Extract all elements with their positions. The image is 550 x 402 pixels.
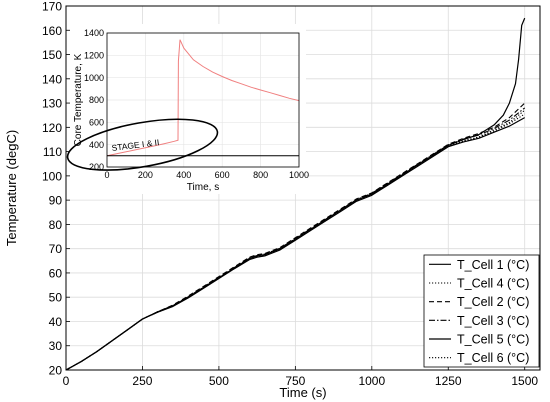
main-y-tick-label: 40 [49, 315, 63, 329]
inset-plot: 0 200 400 600 800 1000 2004006008001000120014… [66, 24, 309, 194]
legend-label: T_Cell 2 (°C) [457, 295, 529, 309]
main-y-tick-label: 140 [42, 72, 62, 86]
main-series-line-2 [65, 109, 526, 371]
legend-items: T_Cell 1 (°C) T_Cell 4 (°C) T_Cell 2 (°C) T… [429, 258, 529, 365]
inset-x-ticks: 0 200 400 600 800 1000 [104, 170, 309, 180]
legend-label: T_Cell 6 (°C) [457, 351, 529, 365]
inset-y-axis-label: Core Temperature, K [73, 53, 84, 146]
inset-y-tick-label: 1400 [84, 28, 104, 38]
main-y-tick-label: 110 [43, 145, 62, 159]
main-x-ticks: 0 250 500 750 1000 1250 1500 [63, 366, 538, 388]
inset-x-tick-label: 600 [215, 170, 230, 180]
inset-x-axis-label: Time, s [187, 182, 219, 193]
main-x-tick-label: 1250 [435, 374, 462, 388]
main-x-tick-label: 0 [63, 374, 70, 388]
main-y-ticks: 20 30 40 50 60 70 80 90 100 110 120 130 140 150 160 170 [42, 0, 70, 378]
inset-y-tick-label: 1200 [84, 51, 104, 61]
inset-x-tick-label: 1000 [289, 170, 309, 180]
main-y-tick-label: 30 [49, 339, 63, 353]
inset-y-tick-label: 400 [89, 140, 104, 150]
inset-background [70, 24, 306, 194]
inset-y-ticks: 200 400 600 800 1000 1200 1400 [84, 28, 104, 172]
inset-y-tick-label: 1000 [84, 73, 104, 83]
main-x-axis-label: Time (s) [279, 385, 326, 400]
main-y-tick-label: 60 [49, 266, 63, 280]
legend-label: T_Cell 1 (°C) [457, 258, 529, 272]
legend-label: T_Cell 4 (°C) [457, 277, 529, 291]
main-y-tick-label: 170 [42, 0, 62, 14]
main-series [65, 17, 526, 371]
main-y-axis-label: Temperature (degC) [4, 130, 19, 246]
main-x-tick-label: 1000 [358, 374, 385, 388]
main-series-line-6 [65, 113, 525, 371]
inset-plot-frame [106, 32, 300, 168]
inset-y-tick-label: 600 [89, 118, 104, 128]
inset-series-line-1 [106, 39, 300, 157]
main-y-tick-label: 50 [49, 291, 63, 305]
main-x-tick-label: 750 [285, 374, 305, 388]
stage-annotation-ellipse [66, 118, 219, 171]
legend-label: T_Cell 5 (°C) [457, 333, 529, 347]
inset-y-tick-label: 800 [89, 95, 104, 105]
main-y-tick-label: 100 [42, 169, 62, 183]
main-y-tick-label: 120 [42, 121, 62, 135]
inset-x-tick-label: 200 [138, 170, 153, 180]
inset-y-tick-label: 200 [89, 162, 104, 172]
inset-x-tick-label: 400 [176, 170, 191, 180]
legend: T_Cell 1 (°C) T_Cell 4 (°C) T_Cell 2 (°C) T… [423, 254, 540, 368]
inset-x-tick-label: 0 [104, 170, 109, 180]
main-y-tick-label: 70 [49, 242, 63, 256]
main-y-tick-label: 160 [42, 24, 62, 38]
main-y-tick-label: 150 [42, 48, 62, 62]
main-x-tick-label: 1500 [511, 374, 538, 388]
legend-label: T_Cell 3 (°C) [457, 314, 529, 328]
main-plot-frame [65, 5, 541, 371]
main-x-tick-label: 500 [209, 374, 229, 388]
main-y-tick-label: 80 [49, 218, 63, 232]
inset-series [106, 39, 300, 157]
legend-box [423, 254, 540, 368]
inset-x-tick-label: 800 [253, 170, 268, 180]
main-y-tick-label: 130 [42, 97, 62, 111]
main-y-tick-label: 90 [49, 194, 63, 208]
main-y-tick-label: 20 [49, 364, 63, 378]
main-x-tick-label: 250 [132, 374, 152, 388]
